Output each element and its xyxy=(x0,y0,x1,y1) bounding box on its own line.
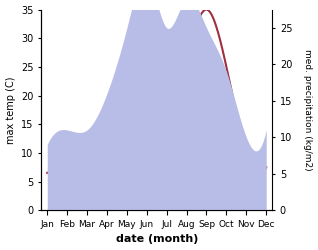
Y-axis label: max temp (C): max temp (C) xyxy=(5,76,16,144)
X-axis label: date (month): date (month) xyxy=(115,234,198,244)
Y-axis label: med. precipitation (kg/m2): med. precipitation (kg/m2) xyxy=(303,49,313,171)
